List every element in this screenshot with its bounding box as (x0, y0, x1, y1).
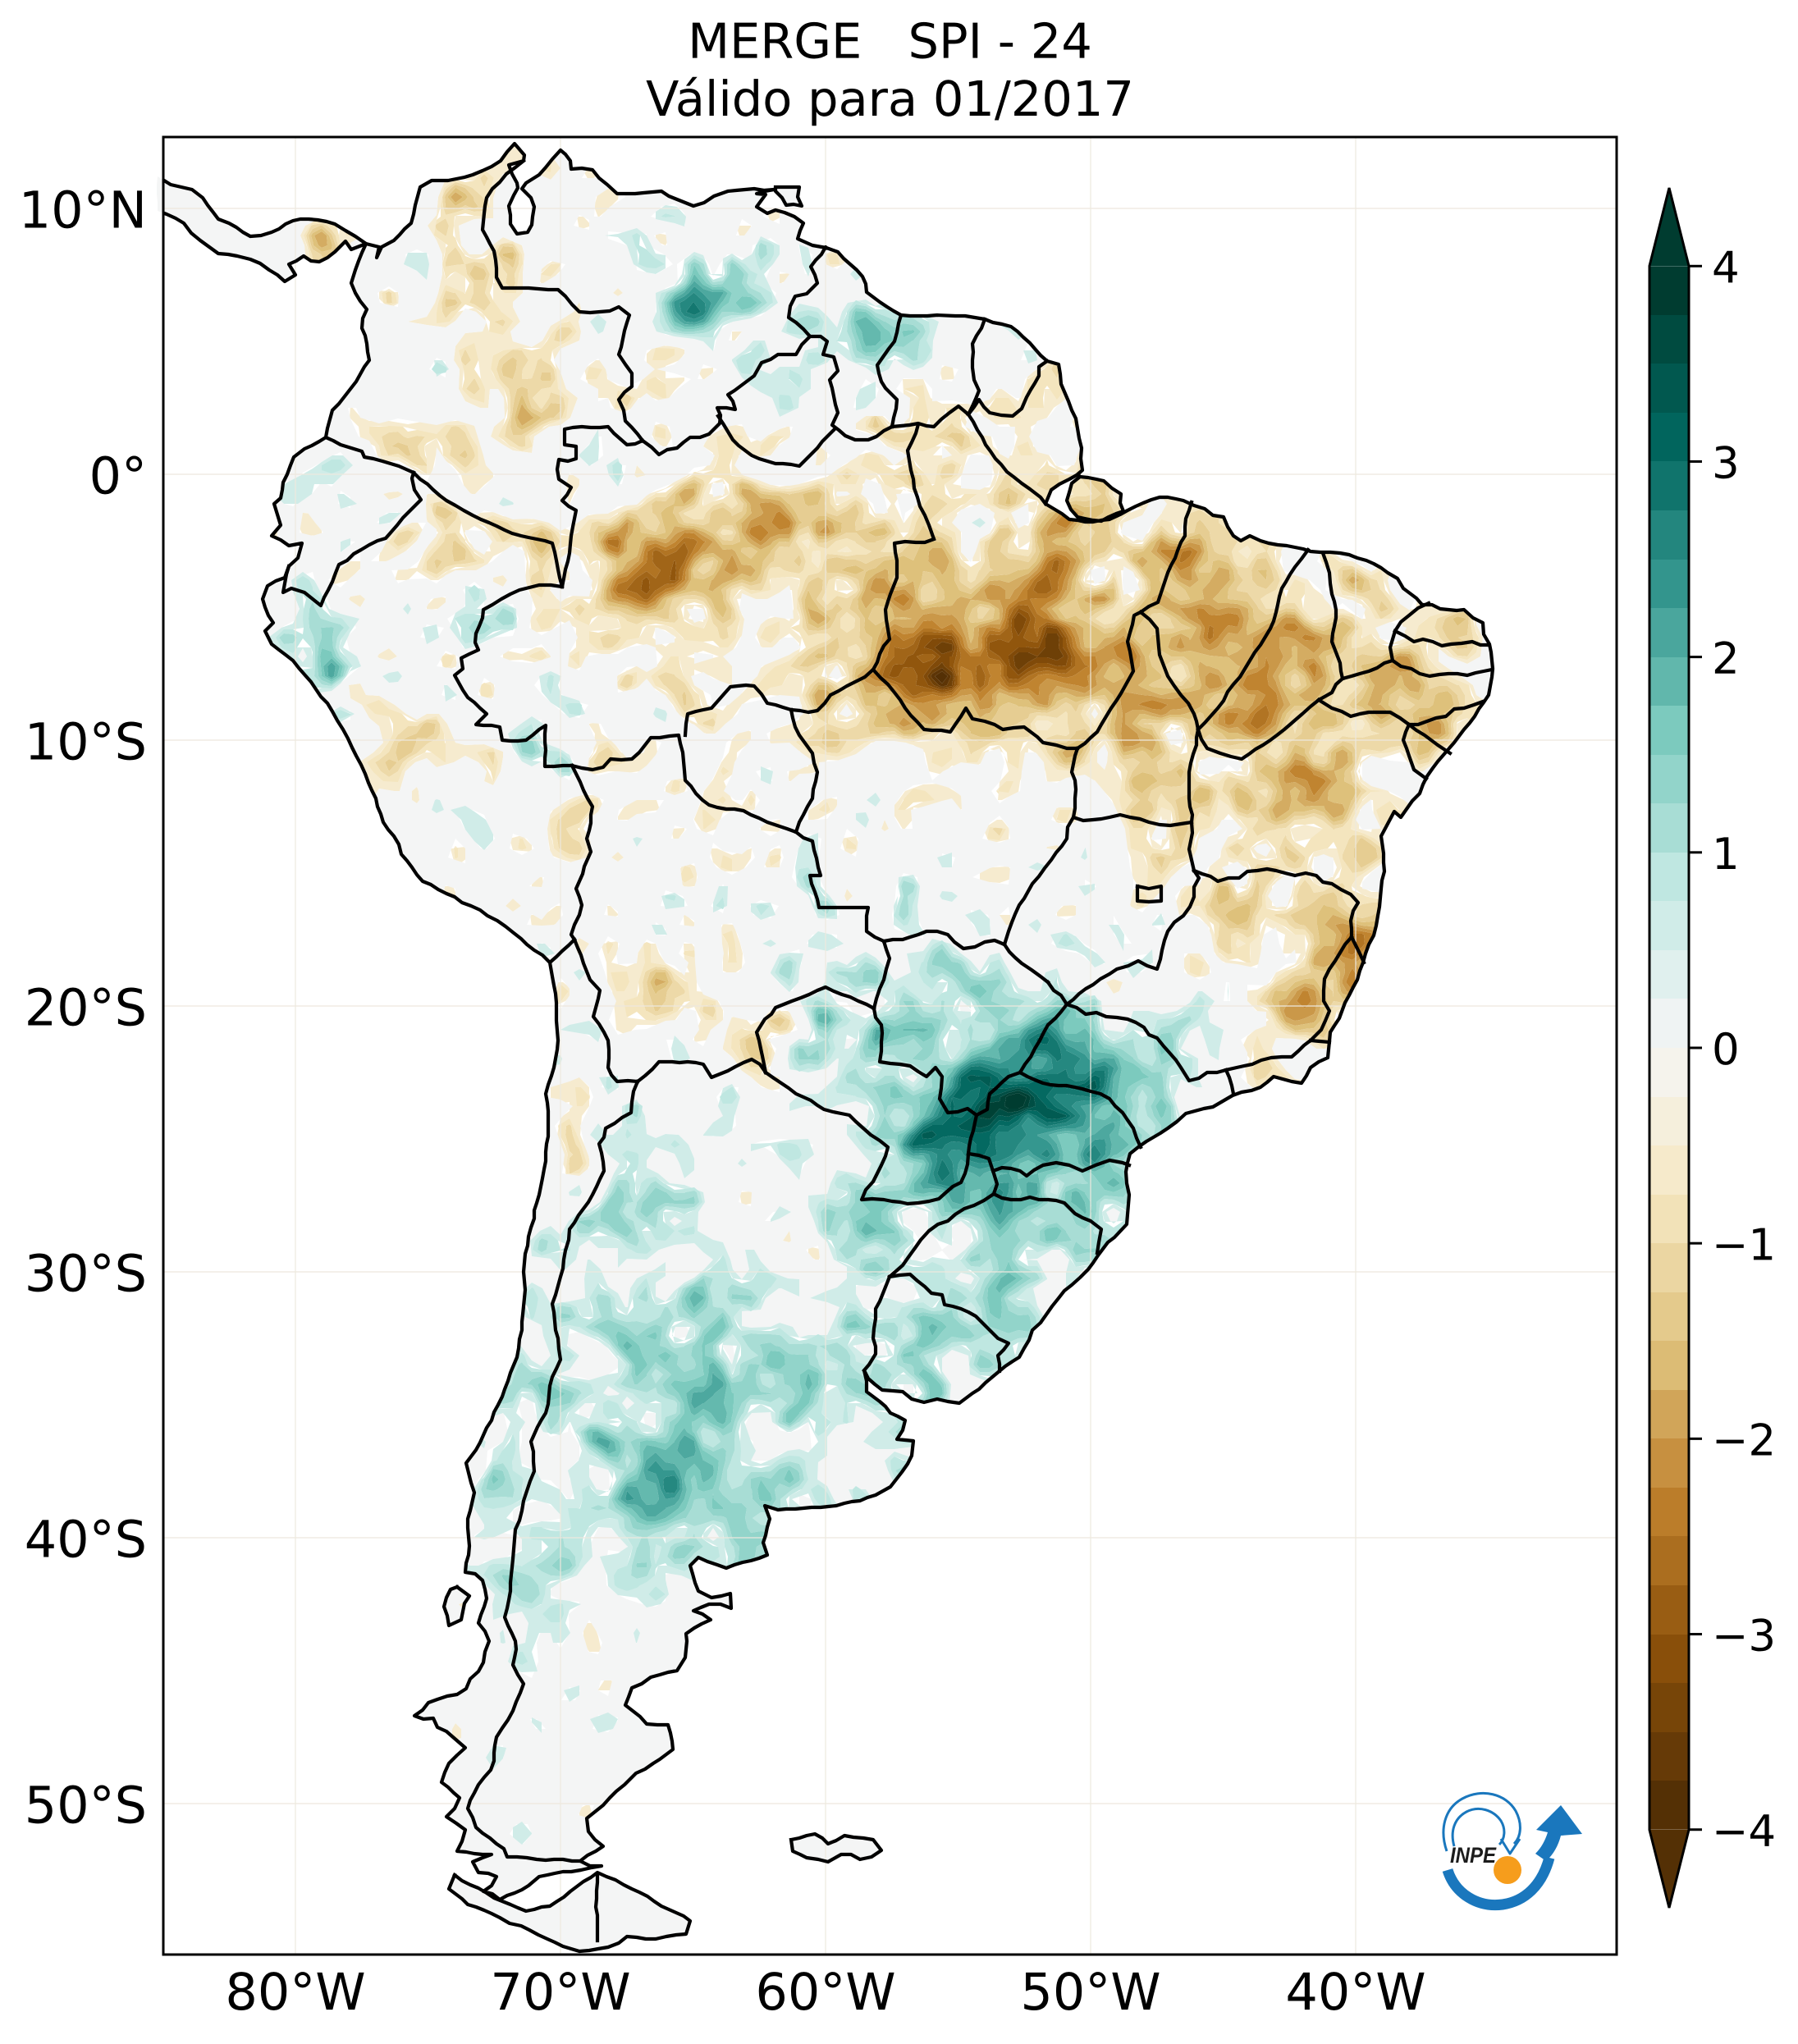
svg-text:INPE: INPE (1450, 1843, 1497, 1868)
